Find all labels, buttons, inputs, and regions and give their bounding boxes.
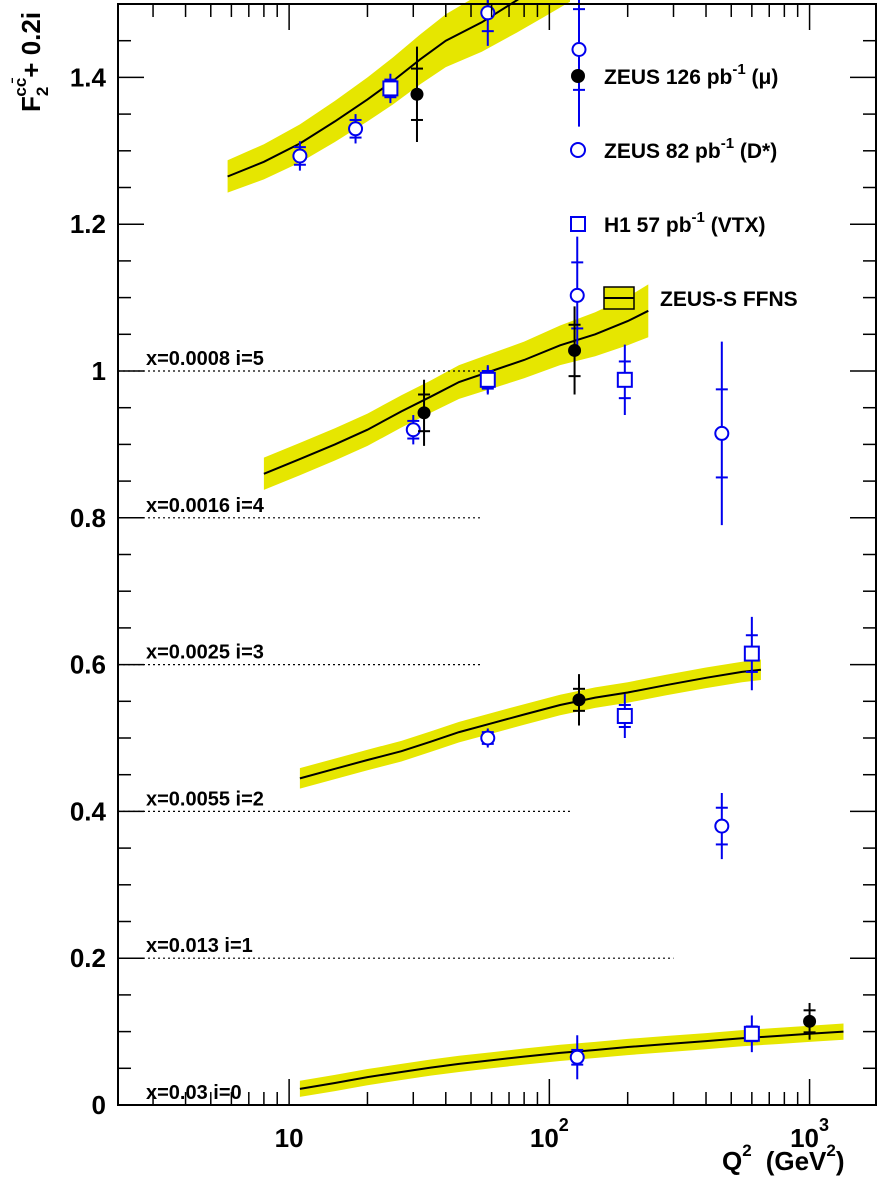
h1-point — [743, 1025, 760, 1042]
y-tick-label: 1.2 — [70, 209, 106, 239]
zeus-dstar-point — [480, 730, 496, 746]
y-tick-label: 1 — [92, 356, 106, 386]
x-axis-label: Q2 (GeV2) — [722, 1141, 845, 1176]
axis-titles: Q2 (GeV2) F2cc̄+ 0.2i — [11, 12, 845, 1176]
theory-curve-bin-4 — [299, 668, 762, 780]
h1-point — [616, 371, 633, 388]
bin-label-2: x=0.0025 i=3 — [146, 642, 264, 664]
x-tick-label: 10 — [275, 1123, 304, 1153]
legend-label-2: H1 57 pb-1 (VTX) — [604, 209, 766, 237]
zeus-dstar-point — [569, 287, 585, 303]
zeus-mu-point — [803, 1014, 817, 1028]
y-tick-label: 0 — [92, 1090, 106, 1120]
bin-label-1: x=0.0016 i=4 — [146, 495, 265, 517]
zeus-dstar-point — [571, 42, 587, 58]
zeus-dstar-point — [714, 818, 730, 834]
zeus-dstar-point — [348, 121, 364, 137]
legend-label-1: ZEUS 82 pb-1 (D*) — [604, 135, 777, 163]
legend: ZEUS 126 pb-1 (μ) ZEUS 82 pb-1 (D*) H1 57 … — [570, 61, 798, 311]
zeus-mu-point — [568, 343, 582, 357]
legend-label-0: ZEUS 126 pb-1 (μ) — [604, 61, 778, 89]
legend-label-3: ZEUS-S FFNS — [660, 288, 798, 311]
legend-open-circle-icon — [570, 142, 586, 158]
legend-open-square-icon — [570, 216, 586, 232]
theory-band-bin-4 — [299, 659, 761, 789]
x-tick-label: 102 — [530, 1115, 569, 1153]
zeus-dstar-point — [405, 422, 421, 438]
y-tick-label: 0.4 — [70, 796, 107, 826]
data-points — [292, 0, 817, 1080]
bin-labels: x=0.0008 i=5 x=0.0016 i=4 x=0.0025 i=3 x=0.… — [146, 348, 265, 1104]
theory-curve-bin-3 — [263, 309, 649, 475]
y-tick-label: 0.2 — [70, 943, 106, 973]
h1-point — [382, 80, 399, 97]
zeus-mu-point — [417, 406, 431, 420]
zeus-dstar-point — [292, 148, 308, 164]
y-tick-label: 1.4 — [70, 62, 107, 92]
y-tick-label: 0.6 — [70, 650, 106, 680]
h1-point — [479, 371, 496, 388]
h1-point — [743, 645, 760, 662]
theory-band-bin-2 — [227, 0, 570, 193]
zeus-dstar-point — [569, 1049, 585, 1065]
reference-lines — [118, 370, 674, 959]
legend-filled-circle-icon — [571, 69, 585, 83]
zeus-dstar-point — [714, 425, 730, 441]
h1-point — [616, 707, 633, 724]
x-tick-label: 103 — [790, 1115, 829, 1153]
zeus-mu-point — [410, 87, 424, 101]
y-tick-label: 0.8 — [70, 503, 106, 533]
axes: 0 0.2 0.4 0.6 0.8 1 1.2 1.4 10 102 103 — [70, 3, 877, 1153]
bin-label-4: x=0.013 i=1 — [146, 935, 253, 957]
y-axis-label: F2cc̄+ 0.2i — [11, 12, 52, 112]
theory-band-bin-3 — [263, 284, 649, 490]
bin-label-5: x=0.03 i=0 — [146, 1082, 242, 1104]
zeus-mu-point — [572, 693, 586, 707]
bin-label-0: x=0.0008 i=5 — [146, 348, 264, 370]
bin-label-3: x=0.0055 i=2 — [146, 788, 264, 810]
